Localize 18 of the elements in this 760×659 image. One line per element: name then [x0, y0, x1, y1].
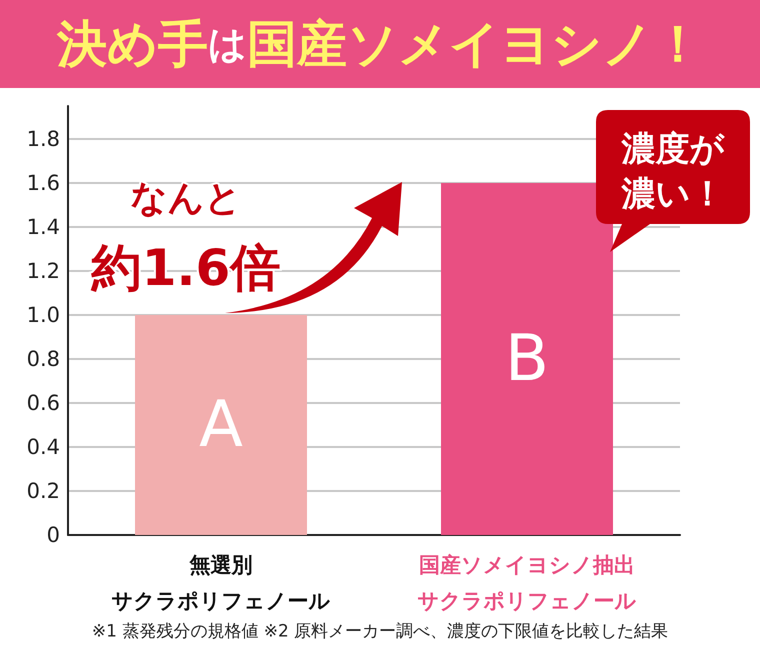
y-tick-label: 0.2	[26, 479, 60, 503]
y-tick-label: 1.6	[26, 171, 60, 195]
x-tick-label: 国産ソメイヨシノ抽出サクラポリフェノール	[418, 553, 636, 613]
text: ※1 蒸発残分の規格値 ※2 原料メーカー調べ、濃度の下限値を比較した結果	[92, 622, 668, 642]
annotation: 濃度が濃い！	[620, 129, 726, 214]
y-tick-label: 1.8	[26, 127, 60, 151]
y-tick-label: 1.2	[26, 259, 60, 283]
y-tick-label: 0	[46, 523, 60, 547]
y-tick-label: 0.6	[26, 391, 60, 415]
data-label: B	[505, 322, 549, 396]
y-tick-label: 0.8	[26, 347, 60, 371]
x-tick-label: 無選別サクラポリフェノール	[112, 553, 330, 613]
y-tick-label: 1.0	[26, 303, 60, 327]
data-label: A	[199, 388, 244, 462]
y-tick-label: 1.4	[26, 215, 60, 239]
annotation: なんと約1.6倍	[90, 178, 280, 297]
y-tick-label: 0.4	[26, 435, 60, 459]
chart-title: 決め手は国産ソメイヨシノ！	[57, 15, 703, 73]
